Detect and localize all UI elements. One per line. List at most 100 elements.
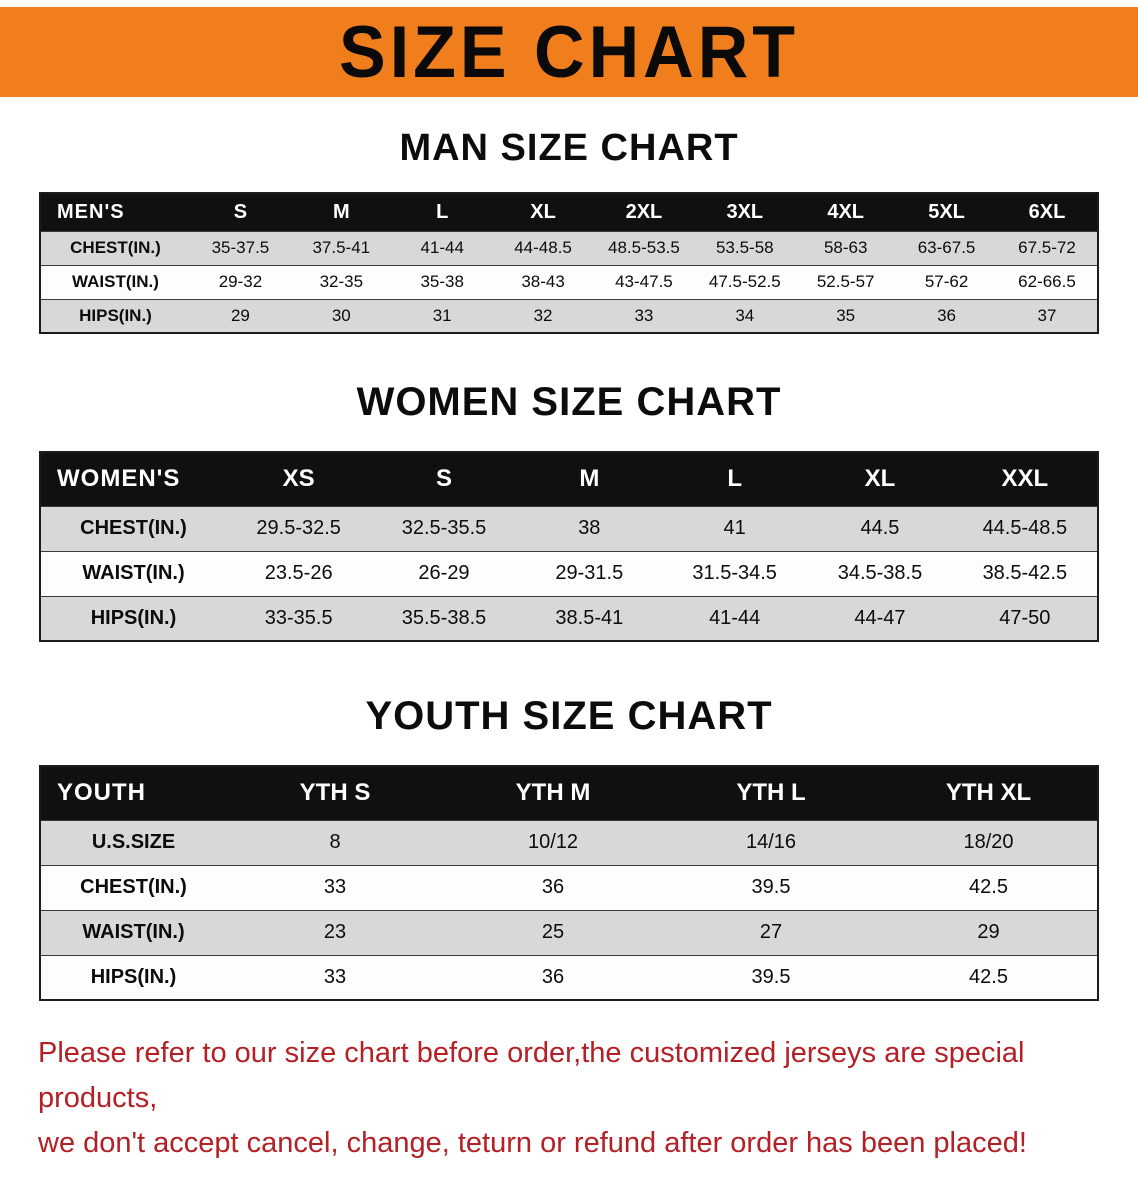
size-value: 18/20 bbox=[880, 819, 1098, 865]
size-value: 47-50 bbox=[952, 595, 1098, 641]
size-value: 38 bbox=[516, 505, 662, 551]
row-label: CHEST(IN.) bbox=[40, 230, 190, 265]
size-value: 53.5-58 bbox=[694, 230, 796, 265]
column-header: 3XL bbox=[694, 193, 796, 231]
size-value: 47.5-52.5 bbox=[694, 264, 796, 299]
column-header: 6XL bbox=[997, 193, 1098, 231]
size-value: 33 bbox=[226, 954, 444, 1000]
size-value: 8 bbox=[226, 819, 444, 865]
size-value: 34 bbox=[694, 298, 796, 333]
column-header: XS bbox=[226, 452, 372, 506]
size-value: 33 bbox=[226, 864, 444, 910]
row-label: WAIST(IN.) bbox=[40, 264, 190, 299]
table-header-row: MEN'S S M L XL 2XL 3XL 4XL 5XL 6XL bbox=[40, 193, 1098, 231]
row-label: CHEST(IN.) bbox=[40, 864, 226, 910]
section-youth: YOUTH SIZE CHART YOUTH YTH S YTH M YTH L YTH… bbox=[0, 694, 1138, 1001]
size-value: 41-44 bbox=[391, 230, 493, 265]
table-row: WAIST(IN.) 29-32 32-35 35-38 38-43 43-47.5 47.… bbox=[40, 264, 1098, 299]
column-header: YTH M bbox=[444, 766, 662, 820]
size-value: 36 bbox=[896, 298, 997, 333]
row-label: WAIST(IN.) bbox=[40, 550, 226, 596]
disclaimer-line-2: we don't accept cancel, change, teturn o… bbox=[38, 1126, 1027, 1159]
disclaimer-note: Please refer to our size chart before or… bbox=[38, 1031, 1100, 1166]
size-value: 23 bbox=[226, 909, 444, 955]
table-row: HIPS(IN.) 29 30 31 32 33 34 35 36 37 bbox=[40, 298, 1098, 333]
section-title-women: WOMEN SIZE CHART bbox=[356, 380, 782, 424]
row-label: HIPS(IN.) bbox=[40, 954, 226, 1000]
size-value: 35.5-38.5 bbox=[371, 595, 517, 641]
size-value: 37 bbox=[997, 298, 1098, 333]
size-value: 67.5-72 bbox=[997, 230, 1098, 265]
size-value: 37.5-41 bbox=[290, 230, 392, 265]
section-men: MAN SIZE CHART MEN'S S M L XL 2XL 3XL 4XL 5XL 6XL… bbox=[0, 127, 1138, 334]
table-row: HIPS(IN.) 33-35.5 35.5-38.5 38.5-41 41-44 44-… bbox=[40, 595, 1098, 641]
column-header: 4XL bbox=[795, 193, 897, 231]
size-value: 52.5-57 bbox=[795, 264, 897, 299]
column-header: YTH XL bbox=[880, 766, 1098, 820]
table-row: HIPS(IN.) 33 36 39.5 42.5 bbox=[40, 954, 1098, 1000]
column-header: XXL bbox=[952, 452, 1098, 506]
row-label: HIPS(IN.) bbox=[40, 298, 190, 333]
table-title-cell: WOMEN'S bbox=[40, 452, 226, 506]
table-row: CHEST(IN.) 33 36 39.5 42.5 bbox=[40, 864, 1098, 910]
size-value: 38-43 bbox=[492, 264, 594, 299]
table-title-cell: YOUTH bbox=[40, 766, 226, 820]
size-value: 34.5-38.5 bbox=[807, 550, 953, 596]
column-header: M bbox=[290, 193, 392, 231]
section-title-youth: YOUTH SIZE CHART bbox=[365, 694, 773, 738]
size-value: 27 bbox=[662, 909, 880, 955]
size-value: 42.5 bbox=[880, 954, 1098, 1000]
size-value: 25 bbox=[444, 909, 662, 955]
table-row: CHEST(IN.) 35-37.5 37.5-41 41-44 44-48.5 48.5… bbox=[40, 230, 1098, 265]
size-value: 31 bbox=[391, 298, 493, 333]
size-value: 26-29 bbox=[371, 550, 517, 596]
size-value: 35 bbox=[795, 298, 897, 333]
size-value: 62-66.5 bbox=[997, 264, 1098, 299]
column-header: L bbox=[391, 193, 493, 231]
size-value: 43-47.5 bbox=[593, 264, 695, 299]
size-value: 35-37.5 bbox=[190, 230, 291, 265]
banner-title: SIZE CHART bbox=[339, 11, 799, 93]
size-value: 39.5 bbox=[662, 954, 880, 1000]
size-value: 10/12 bbox=[444, 819, 662, 865]
size-value: 36 bbox=[444, 864, 662, 910]
size-value: 23.5-26 bbox=[226, 550, 372, 596]
size-value: 32 bbox=[492, 298, 594, 333]
size-value: 44-48.5 bbox=[492, 230, 594, 265]
size-value: 32-35 bbox=[290, 264, 392, 299]
column-header: YTH L bbox=[662, 766, 880, 820]
section-title-men: MAN SIZE CHART bbox=[399, 127, 739, 169]
column-header: 5XL bbox=[896, 193, 997, 231]
size-value: 31.5-34.5 bbox=[661, 550, 808, 596]
size-value: 38.5-42.5 bbox=[952, 550, 1098, 596]
table-row: WAIST(IN.) 23 25 27 29 bbox=[40, 909, 1098, 955]
table-row: CHEST(IN.) 29.5-32.5 32.5-35.5 38 41 44.5 44.5… bbox=[40, 505, 1098, 551]
size-value: 41-44 bbox=[661, 595, 808, 641]
size-value: 48.5-53.5 bbox=[593, 230, 695, 265]
size-value: 33-35.5 bbox=[226, 595, 372, 641]
youth-size-table: YOUTH YTH S YTH M YTH L YTH XL U.S.SIZE 8 10/12… bbox=[39, 765, 1099, 1001]
column-header: S bbox=[190, 193, 291, 231]
column-header: S bbox=[371, 452, 517, 506]
column-header: XL bbox=[492, 193, 594, 231]
size-value: 41 bbox=[661, 505, 808, 551]
row-label: WAIST(IN.) bbox=[40, 909, 226, 955]
size-value: 44-47 bbox=[807, 595, 953, 641]
row-label: CHEST(IN.) bbox=[40, 505, 226, 551]
table-row: WAIST(IN.) 23.5-26 26-29 29-31.5 31.5-34.5 34… bbox=[40, 550, 1098, 596]
size-value: 42.5 bbox=[880, 864, 1098, 910]
size-value: 44.5 bbox=[807, 505, 953, 551]
women-size-table: WOMEN'S XS S M L XL XXL CHEST(IN.) 29.5-32.5 32.5… bbox=[39, 451, 1099, 642]
banner: SIZE CHART bbox=[0, 7, 1138, 97]
table-row: U.S.SIZE 8 10/12 14/16 18/20 bbox=[40, 819, 1098, 865]
size-value: 39.5 bbox=[662, 864, 880, 910]
row-label: HIPS(IN.) bbox=[40, 595, 226, 641]
table-title-cell: MEN'S bbox=[40, 193, 190, 231]
table-header-row: WOMEN'S XS S M L XL XXL bbox=[40, 452, 1098, 506]
size-value: 14/16 bbox=[662, 819, 880, 865]
row-label: U.S.SIZE bbox=[40, 819, 226, 865]
size-value: 57-62 bbox=[896, 264, 997, 299]
size-value: 29 bbox=[880, 909, 1098, 955]
column-header: L bbox=[661, 452, 808, 506]
column-header: 2XL bbox=[593, 193, 695, 231]
